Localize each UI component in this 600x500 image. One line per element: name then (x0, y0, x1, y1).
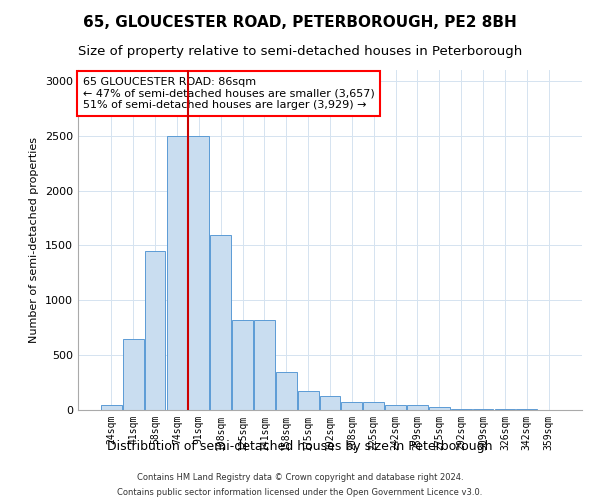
Bar (451, 409, 472, 410)
Text: Contains public sector information licensed under the Open Government Licence v3: Contains public sector information licen… (118, 488, 482, 497)
Bar (364, 402, 384, 410)
Y-axis label: Number of semi-detached properties: Number of semi-detached properties (29, 137, 40, 343)
Bar (407, 404, 428, 410)
Bar (210, 234, 231, 410)
Bar (341, 402, 362, 410)
Bar (188, 136, 209, 410)
Bar (101, 404, 122, 410)
Bar (123, 338, 143, 410)
Bar (429, 408, 450, 410)
Bar (232, 320, 253, 410)
Bar (254, 320, 275, 410)
Bar (276, 372, 296, 410)
Bar (320, 396, 340, 410)
Text: Distribution of semi-detached houses by size in Peterborough: Distribution of semi-detached houses by … (107, 440, 493, 453)
Text: Contains HM Land Registry data © Crown copyright and database right 2024.: Contains HM Land Registry data © Crown c… (137, 473, 463, 482)
Bar (145, 251, 166, 410)
Bar (385, 404, 406, 410)
Bar (298, 391, 319, 410)
Text: 65, GLOUCESTER ROAD, PETERBOROUGH, PE2 8BH: 65, GLOUCESTER ROAD, PETERBOROUGH, PE2 8… (83, 15, 517, 30)
Bar (167, 136, 187, 410)
Text: 65 GLOUCESTER ROAD: 86sqm
← 47% of semi-detached houses are smaller (3,657)
51% : 65 GLOUCESTER ROAD: 86sqm ← 47% of semi-… (83, 77, 375, 110)
Text: Size of property relative to semi-detached houses in Peterborough: Size of property relative to semi-detach… (78, 45, 522, 58)
